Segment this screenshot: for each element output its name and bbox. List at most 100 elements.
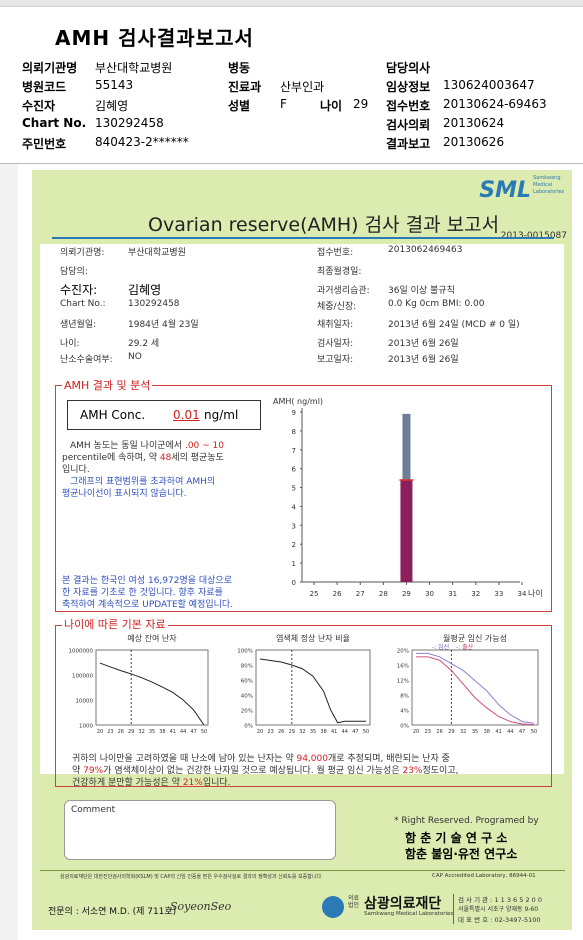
x-tick-label: 20 — [257, 729, 263, 735]
header-value: F — [280, 97, 287, 111]
y-tick-label: 3 — [292, 522, 296, 530]
field-value: 2013년 6월 24일 (MCD # 0 일) — [388, 320, 520, 330]
x-tick-label: 33 — [494, 590, 503, 598]
x-tick-label: 34 — [518, 590, 527, 598]
x-tick-label: 29 — [289, 729, 295, 735]
field-label: 담당의: — [60, 267, 88, 277]
header-label: 주민번호 — [22, 137, 67, 151]
header-label: 성별 — [228, 99, 251, 113]
age-value: 29 — [353, 97, 369, 111]
y-tick-label: 2 — [292, 541, 296, 549]
field-value: 2013년 6월 26일 — [388, 339, 459, 349]
summary-line-2: 약 79%가 염색체이상이 없는 건강한 난자일 것으로 예상됩니다. 월 평균… — [72, 766, 459, 776]
chart-title: 염색체 정상 난자 비율 — [276, 633, 350, 643]
y-tick-label: 8% — [400, 694, 409, 700]
x-tick-label: 50 — [531, 729, 537, 735]
header-label: 의뢰기관명 — [22, 61, 78, 75]
x-tick-label: 20 — [97, 729, 103, 735]
field-value: 2013062469463 — [388, 245, 463, 255]
note-line-2: 한 자료를 기초로 한 것입니다. 향후 자료를 — [62, 588, 223, 598]
summary-line-1: 귀하의 나이만을 고려하였을 때 난소에 남아 있는 난자는 약 94,000개… — [72, 754, 450, 764]
institute-1: 함 춘 기 술 연 구 소 — [405, 831, 508, 845]
x-tick-label: 50 — [363, 729, 369, 735]
y-tick-label: 20% — [241, 709, 253, 715]
x-tick-label: 28 — [379, 590, 388, 598]
foundation-name: 삼광의료재단 — [364, 896, 442, 912]
age-section-box — [55, 625, 552, 787]
amh-section-label: AMH 결과 및 분석 — [62, 377, 153, 393]
y-tick-label: 0% — [244, 724, 253, 730]
x-tick-label: 29 — [402, 590, 411, 598]
field-label: Chart No.: — [60, 299, 106, 309]
field-label: 체중/신장: — [317, 302, 357, 312]
header-label: 담당의사 — [386, 61, 431, 75]
x-tick-label: 25 — [310, 590, 319, 598]
x-tick-label: 26 — [436, 729, 442, 735]
y-tick-label: 100% — [237, 649, 253, 655]
field-value: 130292458 — [128, 299, 180, 309]
chart-title: 월평균 임신 가능성 — [443, 633, 507, 643]
y-tick-label: 16% — [397, 664, 409, 670]
x-tick-label: 35 — [472, 729, 478, 735]
x-tick-label: 44 — [342, 729, 348, 735]
plot-frame — [255, 649, 371, 726]
field-value: 김혜영 — [128, 283, 162, 297]
x-tick-label: 32 — [471, 590, 480, 598]
x-tick-label: 23 — [267, 729, 273, 735]
x-tick-label: 35 — [149, 729, 155, 735]
x-axis-label: 나이 — [528, 588, 543, 598]
x-tick-label: 29 — [128, 729, 134, 735]
y-tick-label: 60% — [241, 679, 253, 685]
header-label: Chart No. — [22, 116, 87, 130]
field-label: 검사일자: — [317, 339, 354, 349]
x-tick-label: 32 — [460, 729, 466, 735]
comment-box: Comment — [64, 800, 336, 860]
header-value: 20130624-69463 — [443, 97, 547, 111]
interp-line-2: percentile에 속하며, 약 48세의 평균농도 — [62, 453, 224, 463]
field-label: 접수번호: — [317, 248, 354, 258]
interp-line-1: AMH 농도는 동일 나이군에서 .00 ~ 10 — [70, 441, 224, 451]
interp-line-4: 그래프의 표현범위를 초과하여 AMH의 — [70, 477, 216, 487]
y-tick-label: 7 — [292, 447, 296, 455]
doctor-name: 전문의 : 서소연 M.D. (제 711호) — [48, 907, 177, 917]
report-number: 2013-0015087 — [500, 231, 567, 241]
y-tick-label: 100000 — [72, 674, 93, 680]
top-bar — [0, 0, 583, 7]
report-title: Ovarian reserve(AMH) 검사 결과 보고서 — [148, 214, 500, 236]
note-line-1: 본 결과는 한국인 여성 16,972명을 대상으로 — [62, 576, 232, 586]
field-value: NO — [128, 352, 142, 362]
bar-range — [402, 413, 411, 480]
x-tick-label: 20 — [413, 729, 419, 735]
y-tick-label: 1 — [292, 560, 296, 568]
x-tick-label: 38 — [159, 729, 165, 735]
sml-logo: SML — [479, 178, 531, 203]
x-tick-label: 35 — [310, 729, 316, 735]
x-tick-label: 23 — [107, 729, 113, 735]
x-tick-label: 38 — [320, 729, 326, 735]
field-value: 1984년 4월 23일 — [128, 320, 199, 330]
footer-note: 삼광의료재단은 대한진단검사의학회(KSLM) 및 CAP의 신임 인증을 받은… — [60, 874, 323, 880]
header-value: 20130624 — [443, 116, 505, 130]
y-tick-label: 0 — [292, 579, 296, 587]
interp-line-3: 입니다. — [62, 465, 90, 475]
amh-conc-box: AMH Conc. 0.01 ng/ml — [67, 400, 261, 430]
x-tick-label: 30 — [425, 590, 434, 598]
y-tick-label: 12% — [397, 679, 409, 685]
x-tick-label: 47 — [352, 729, 358, 735]
field-label: 나이: — [60, 339, 80, 349]
field-label: 최종월경일: — [317, 267, 362, 277]
legend-birth: -: 출산 — [456, 643, 474, 651]
x-tick-label: 31 — [448, 590, 457, 598]
x-tick-label: 50 — [201, 729, 207, 735]
legend-pregnancy: -: 임신 — [432, 643, 449, 651]
line-remaining-eggs — [99, 662, 205, 726]
line-normal-ratio — [259, 658, 366, 724]
field-label: 보고일자: — [317, 355, 354, 365]
y-tick-label: 4 — [292, 503, 297, 511]
y-tick-label: 1000000 — [69, 649, 94, 655]
age-label: 나이 — [320, 99, 343, 113]
chart-title: 예상 잔여 난자 — [127, 633, 177, 643]
x-tick-label: 32 — [299, 729, 305, 735]
bar-value — [400, 480, 413, 582]
field-label: 과거생리습관: — [317, 286, 370, 296]
